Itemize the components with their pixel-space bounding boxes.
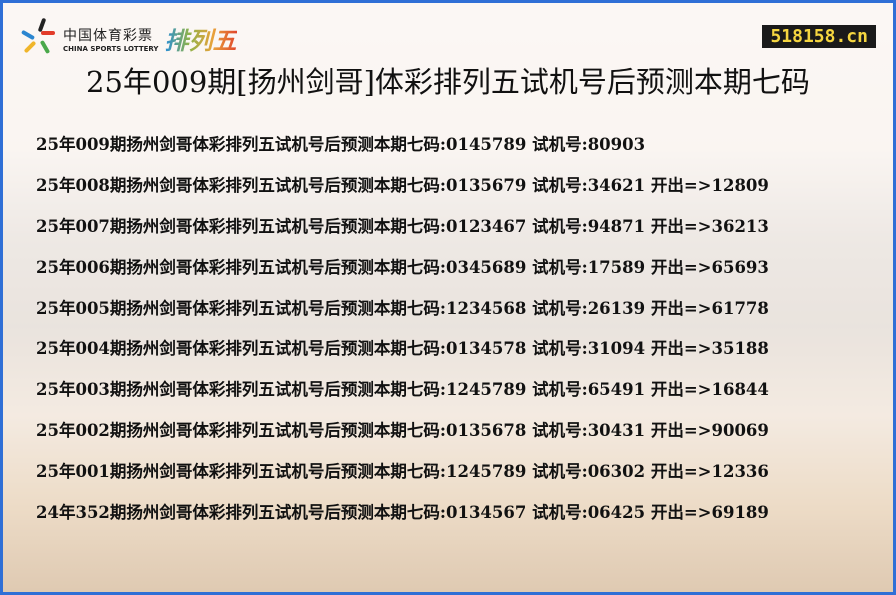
list-item: 25年004期扬州剑哥体彩排列五试机号后预测本期七码:0134578 试机号:3… <box>36 339 769 359</box>
list-item: 25年006期扬州剑哥体彩排列五试机号后预测本期七码:0345689 试机号:1… <box>36 257 769 277</box>
list-item: 25年003期扬州剑哥体彩排列五试机号后预测本期七码:1245789 试机号:6… <box>36 380 769 400</box>
page-title: 25年009期[扬州剑哥]体彩排列五试机号后预测本期七码 <box>86 65 810 99</box>
logo-en-text: CHINA SPORTS LOTTERY <box>63 44 159 53</box>
lottery-logo: 中国体育彩票 CHINA SPORTS LOTTERY 排列五 <box>20 17 237 56</box>
list-item: 25年009期扬州剑哥体彩排列五试机号后预测本期七码:0145789 试机号:8… <box>36 135 646 154</box>
lottery-star-icon <box>20 17 57 55</box>
prediction-list: 25年009期扬州剑哥体彩排列五试机号后预测本期七码:0145789 试机号:8… <box>36 131 769 540</box>
logo-cn-text: 中国体育彩票 <box>63 27 153 44</box>
site-badge: 518158.cn <box>762 25 876 48</box>
list-item: 25年005期扬州剑哥体彩排列五试机号后预测本期七码:1234568 试机号:2… <box>36 298 769 318</box>
logo-game-name: 排列五 <box>165 21 237 56</box>
list-item: 24年352期扬州剑哥体彩排列五试机号后预测本期七码:0134567 试机号:0… <box>36 503 769 523</box>
list-item: 25年001期扬州剑哥体彩排列五试机号后预测本期七码:1245789 试机号:0… <box>36 462 769 482</box>
list-item: 25年002期扬州剑哥体彩排列五试机号后预测本期七码:0135678 试机号:3… <box>36 421 769 441</box>
list-item: 25年008期扬州剑哥体彩排列五试机号后预测本期七码:0135679 试机号:3… <box>36 175 769 195</box>
background-landscape <box>3 3 893 592</box>
list-item: 25年007期扬州剑哥体彩排列五试机号后预测本期七码:0123467 试机号:9… <box>36 216 769 236</box>
